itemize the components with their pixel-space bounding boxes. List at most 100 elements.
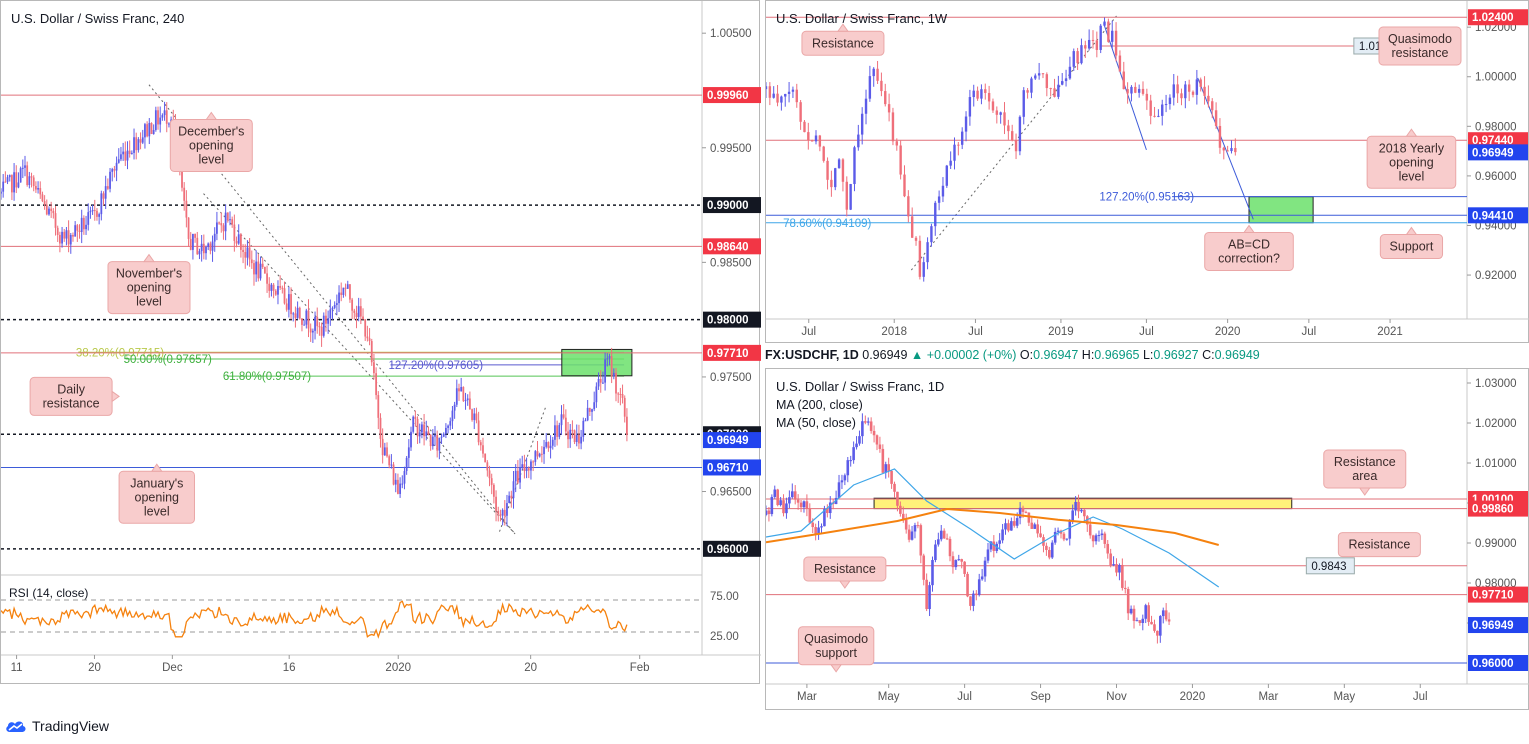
candle-body: [538, 453, 541, 457]
candle-body: [305, 310, 308, 325]
candle-body: [922, 262, 925, 277]
candle-body: [1074, 501, 1077, 511]
candle-body: [161, 115, 164, 118]
price-tick-label: 0.98500: [710, 257, 752, 269]
h4-note-3-line-0: January's: [130, 476, 183, 490]
price-tick-label: 1.00000: [1475, 72, 1517, 84]
candle-body: [799, 102, 802, 122]
candle-body: [578, 434, 580, 444]
candle-body: [890, 470, 893, 484]
candle-body: [584, 420, 587, 422]
h4-note-0-line-2: level: [198, 152, 224, 166]
candle-body: [4, 181, 7, 183]
candle-body: [780, 96, 783, 103]
candle-body: [1230, 148, 1233, 152]
candle-body: [226, 212, 229, 221]
candle-body: [790, 491, 794, 498]
weekly-note-4-line-0: Support: [1390, 240, 1434, 254]
candle-body: [770, 496, 774, 515]
daily-chart-panel[interactable]: 1.030001.020001.010001.000000.990000.980…: [765, 368, 1529, 710]
candle-body: [1057, 84, 1060, 97]
candle-body: [196, 237, 199, 255]
candle-body: [211, 241, 214, 251]
h4-chart-panel[interactable]: 1.00500 0.99500 0.98500 0.97500 0.96500 11 20 D…: [0, 0, 761, 685]
candle-body: [1153, 115, 1156, 117]
candle-body: [399, 483, 402, 494]
candle-body: [545, 442, 548, 447]
candle-body: [285, 303, 288, 310]
candle-body: [1145, 93, 1149, 101]
candle-body: [987, 92, 991, 102]
candle-body: [980, 89, 983, 99]
candle-body: [881, 448, 885, 473]
level-price-label: 0.97440: [1472, 135, 1514, 147]
time-tick-label: Feb: [630, 662, 650, 674]
candle-body: [159, 117, 162, 125]
abcd-leg-2: [1197, 77, 1254, 220]
candle-body: [516, 470, 519, 483]
candle-body: [1109, 553, 1112, 566]
candle-body: [841, 159, 845, 182]
weekly-chart-svg[interactable]: 1.020001.000000.980000.960000.940000.920…: [766, 1, 1529, 344]
candle-body: [482, 445, 484, 454]
candle-body: [28, 176, 31, 185]
time-tick-label: Mar: [797, 691, 817, 703]
candle-body: [307, 310, 310, 329]
candle-body: [931, 560, 934, 586]
candle-body: [438, 437, 441, 451]
candle-body: [884, 91, 887, 105]
candle-body: [200, 243, 203, 252]
symbol-info-bar: FX:USDCHF, 1D 0.96949 ▲ +0.00002 (+0%) O…: [765, 348, 1260, 362]
tradingview-logo[interactable]: TradingView: [4, 718, 109, 734]
candle-body: [776, 489, 779, 506]
candle-body: [154, 110, 157, 130]
candle-body: [1176, 84, 1179, 94]
candle-body: [1207, 95, 1210, 102]
candle-body: [1011, 131, 1014, 141]
candle-body: [486, 462, 489, 471]
weekly-note-1-box: [1378, 26, 1462, 66]
candle-body: [120, 154, 122, 160]
h4-note-3-line-2: level: [144, 504, 170, 518]
candle-body: [50, 208, 53, 211]
candle-body: [916, 525, 920, 527]
level-price-label-bg: [1468, 500, 1528, 517]
candle-body: [231, 219, 234, 225]
candle-body: [266, 273, 268, 284]
weekly-note-1-line-1: resistance: [1391, 46, 1448, 60]
candle-body: [458, 388, 460, 392]
candle-body: [287, 294, 290, 310]
h4-chart-title: U.S. Dollar / Swiss Franc, 240: [11, 11, 185, 26]
candle-body: [811, 522, 815, 528]
candle-body: [434, 434, 436, 437]
weekly-note-4-pointer: [1405, 226, 1418, 236]
candle-body: [283, 288, 286, 304]
candle-body: [575, 434, 578, 442]
h4-chart-svg[interactable]: 1.00500 0.99500 0.98500 0.97500 0.96500 11 20 D…: [1, 1, 761, 685]
candle-body: [1080, 509, 1083, 512]
candle-body: [864, 98, 868, 114]
weekly-chart-panel[interactable]: 1.02000 1.00000 0.98000 0.96000 0.94000 0.920…: [765, 0, 1529, 343]
candle-body: [460, 387, 463, 392]
time-tick-label: Jul: [801, 326, 816, 338]
candle-body: [1053, 88, 1056, 97]
candle-body: [54, 213, 57, 228]
candle-body: [366, 336, 369, 339]
daily-chart-svg[interactable]: 1.030001.020001.010001.000000.990000.980…: [766, 369, 1529, 711]
candle-body: [1064, 78, 1068, 82]
candle-body: [290, 294, 292, 315]
time-tick-label: 16: [283, 662, 296, 674]
candle-body: [98, 214, 101, 217]
candle-body: [394, 479, 397, 485]
candle-body: [1103, 21, 1106, 26]
candle-body: [222, 225, 225, 232]
candle-body: [126, 150, 129, 161]
daily-note-0-pointer: [1358, 487, 1371, 496]
candle-body: [1015, 518, 1019, 526]
ma-200-legend: MA (200, close): [776, 398, 863, 412]
candle-body: [342, 287, 345, 295]
candle-body: [421, 424, 423, 433]
candle-body: [1036, 524, 1039, 534]
price-tick-label: 0.96000: [1475, 171, 1517, 183]
candle-body: [322, 315, 325, 336]
